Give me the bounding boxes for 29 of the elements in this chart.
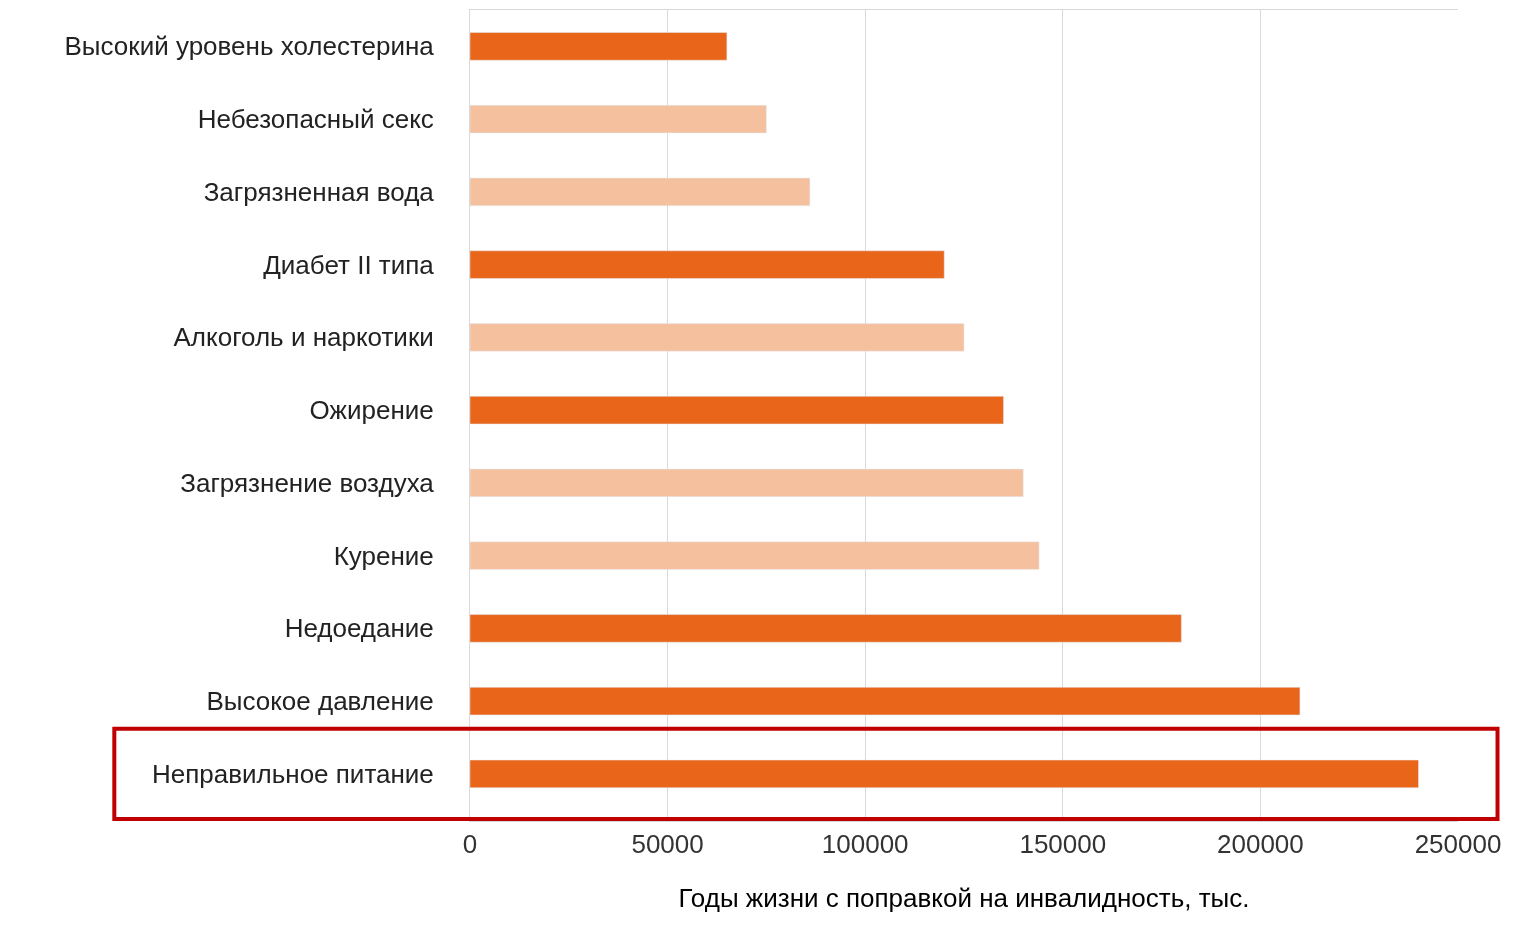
- y-tick-label: Высокий уровень холестерина: [64, 31, 435, 62]
- y-tick-label: Курение: [333, 540, 434, 571]
- y-tick-label: Неправильное питание: [151, 758, 434, 789]
- y-tick-label: Алкоголь и наркотики: [173, 322, 434, 353]
- bar: [470, 468, 1024, 497]
- bar: [470, 541, 1040, 570]
- y-tick-label: Загрязненная вода: [203, 176, 435, 207]
- y-tick-label: Диабет II типа: [263, 249, 435, 280]
- x-tick-label: 0: [462, 829, 478, 860]
- bar: [470, 687, 1301, 716]
- x-tick-label: 250000: [1414, 829, 1502, 860]
- x-tick-label: 150000: [1019, 829, 1107, 860]
- x-tick-label: 50000: [631, 829, 704, 860]
- x-tick-label: 200000: [1217, 829, 1304, 860]
- y-tick-label: Недоедание: [284, 613, 434, 644]
- bar: [470, 177, 811, 206]
- bar: [470, 396, 1004, 425]
- y-tick-label: Высокое давление: [206, 686, 434, 717]
- y-tick-label: Небезопасный секс: [197, 104, 434, 135]
- bar: [470, 323, 965, 352]
- y-tick-label: Ожирение: [309, 395, 434, 426]
- bar: [470, 614, 1182, 643]
- y-tick-label: Загрязнение воздуха: [180, 467, 435, 498]
- bar: [470, 250, 945, 279]
- x-tick-label: 100000: [821, 829, 909, 860]
- bar: [470, 759, 1419, 788]
- bar: [470, 32, 728, 61]
- bar: [470, 105, 767, 134]
- x-axis-title: Годы жизни с поправкой на инвалидность, тыс.: [678, 882, 1250, 913]
